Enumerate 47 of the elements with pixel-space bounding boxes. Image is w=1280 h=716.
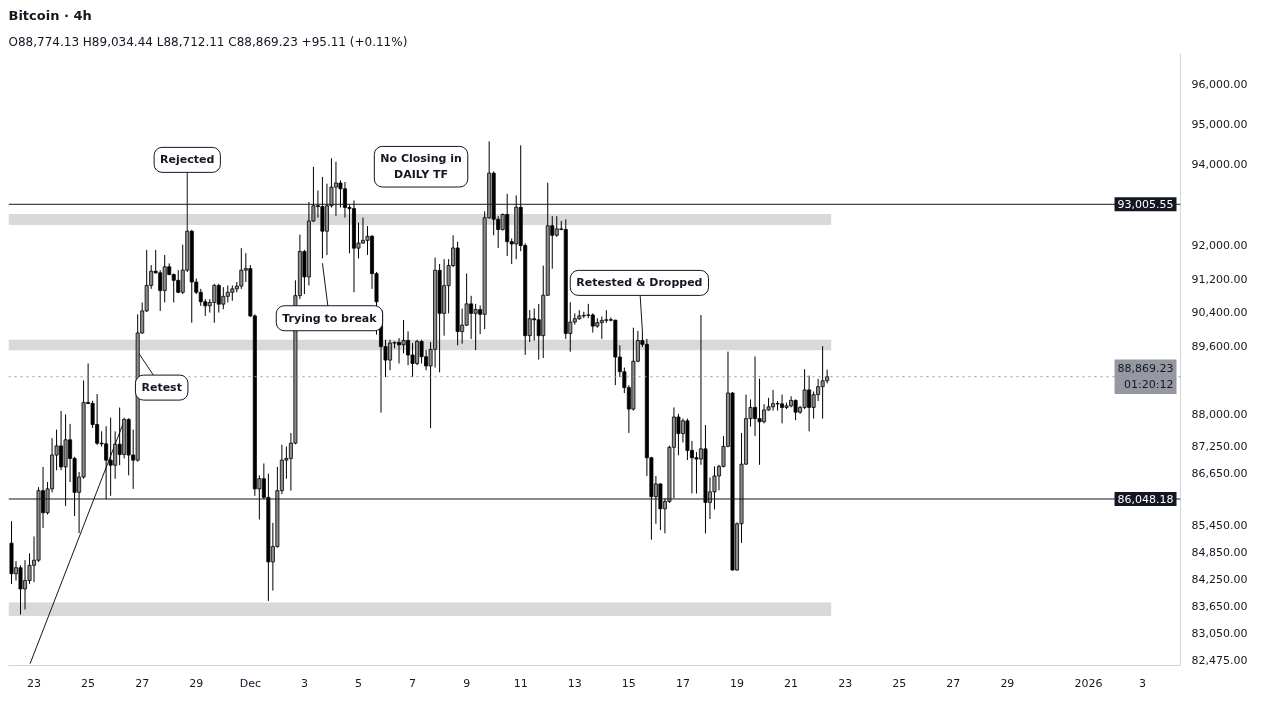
x-tick-label: 25 [892,676,907,690]
y-tick-label: 84,850.00 [1191,546,1248,560]
x-tick-label: 7 [409,676,417,690]
y-tick-label: 83,650.00 [1191,600,1248,614]
x-tick-label: 15 [621,676,636,690]
x-tick-label: 23 [27,676,42,690]
annotation: Rejected [160,153,215,167]
y-tick-label: 92,000.00 [1191,239,1248,253]
x-tick-label: 25 [81,676,96,690]
x-tick-label: 27 [946,676,961,690]
x-tick-label: 3 [1139,676,1147,690]
annotation: Retest [141,381,182,395]
y-tick-label: 86,650.00 [1191,466,1248,480]
x-tick-label: 23 [838,676,853,690]
x-tick-label: 11 [513,676,528,690]
y-tick-label: 91,200.00 [1191,272,1248,286]
y-tick-label: 95,000.00 [1191,117,1248,131]
ref-line-label: 88,869.23 01:20:12 [1117,362,1174,392]
annotation: Retested & Dropped [576,276,703,290]
x-tick-label: 2026 [1074,676,1103,690]
annotation: Trying to break [282,311,378,325]
ref-line-label: 93,005.55 [1117,198,1174,212]
y-tick-label: 82,475.00 [1191,653,1248,667]
x-tick-label: 21 [784,676,799,690]
y-tick-label: 85,450.00 [1191,519,1248,533]
chart-title: Bitcoin · 4h [8,7,92,23]
x-tick-label: 3 [300,676,308,690]
y-tick-label: 89,600.00 [1191,339,1248,353]
x-tick-label: 17 [675,676,690,690]
y-tick-label: 94,000.00 [1191,157,1248,171]
y-tick-label: 84,250.00 [1191,573,1248,587]
x-tick-label: 9 [463,676,471,690]
ref-line-label: 86,048.18 [1117,492,1174,506]
x-tick-label: 13 [567,676,582,690]
y-tick-label: 83,050.00 [1191,627,1248,641]
chart-subtitle: O88,774.13 H89,034.44 L88,712.11 C88,869.23 +95.11 (+0.11%) [8,34,408,49]
x-tick-label: 19 [730,676,745,690]
annotation: No Closing in DAILY TF [380,152,462,182]
x-tick-label: 5 [354,676,362,690]
x-tick-label: 27 [135,676,150,690]
x-tick-label: 29 [1000,676,1015,690]
x-tick-label: Dec [239,676,261,690]
y-tick-label: 88,000.00 [1191,407,1248,421]
x-tick-label: 29 [189,676,204,690]
y-tick-label: 87,250.00 [1191,440,1248,454]
y-tick-label: 90,400.00 [1191,305,1248,319]
y-tick-label: 96,000.00 [1191,78,1248,92]
